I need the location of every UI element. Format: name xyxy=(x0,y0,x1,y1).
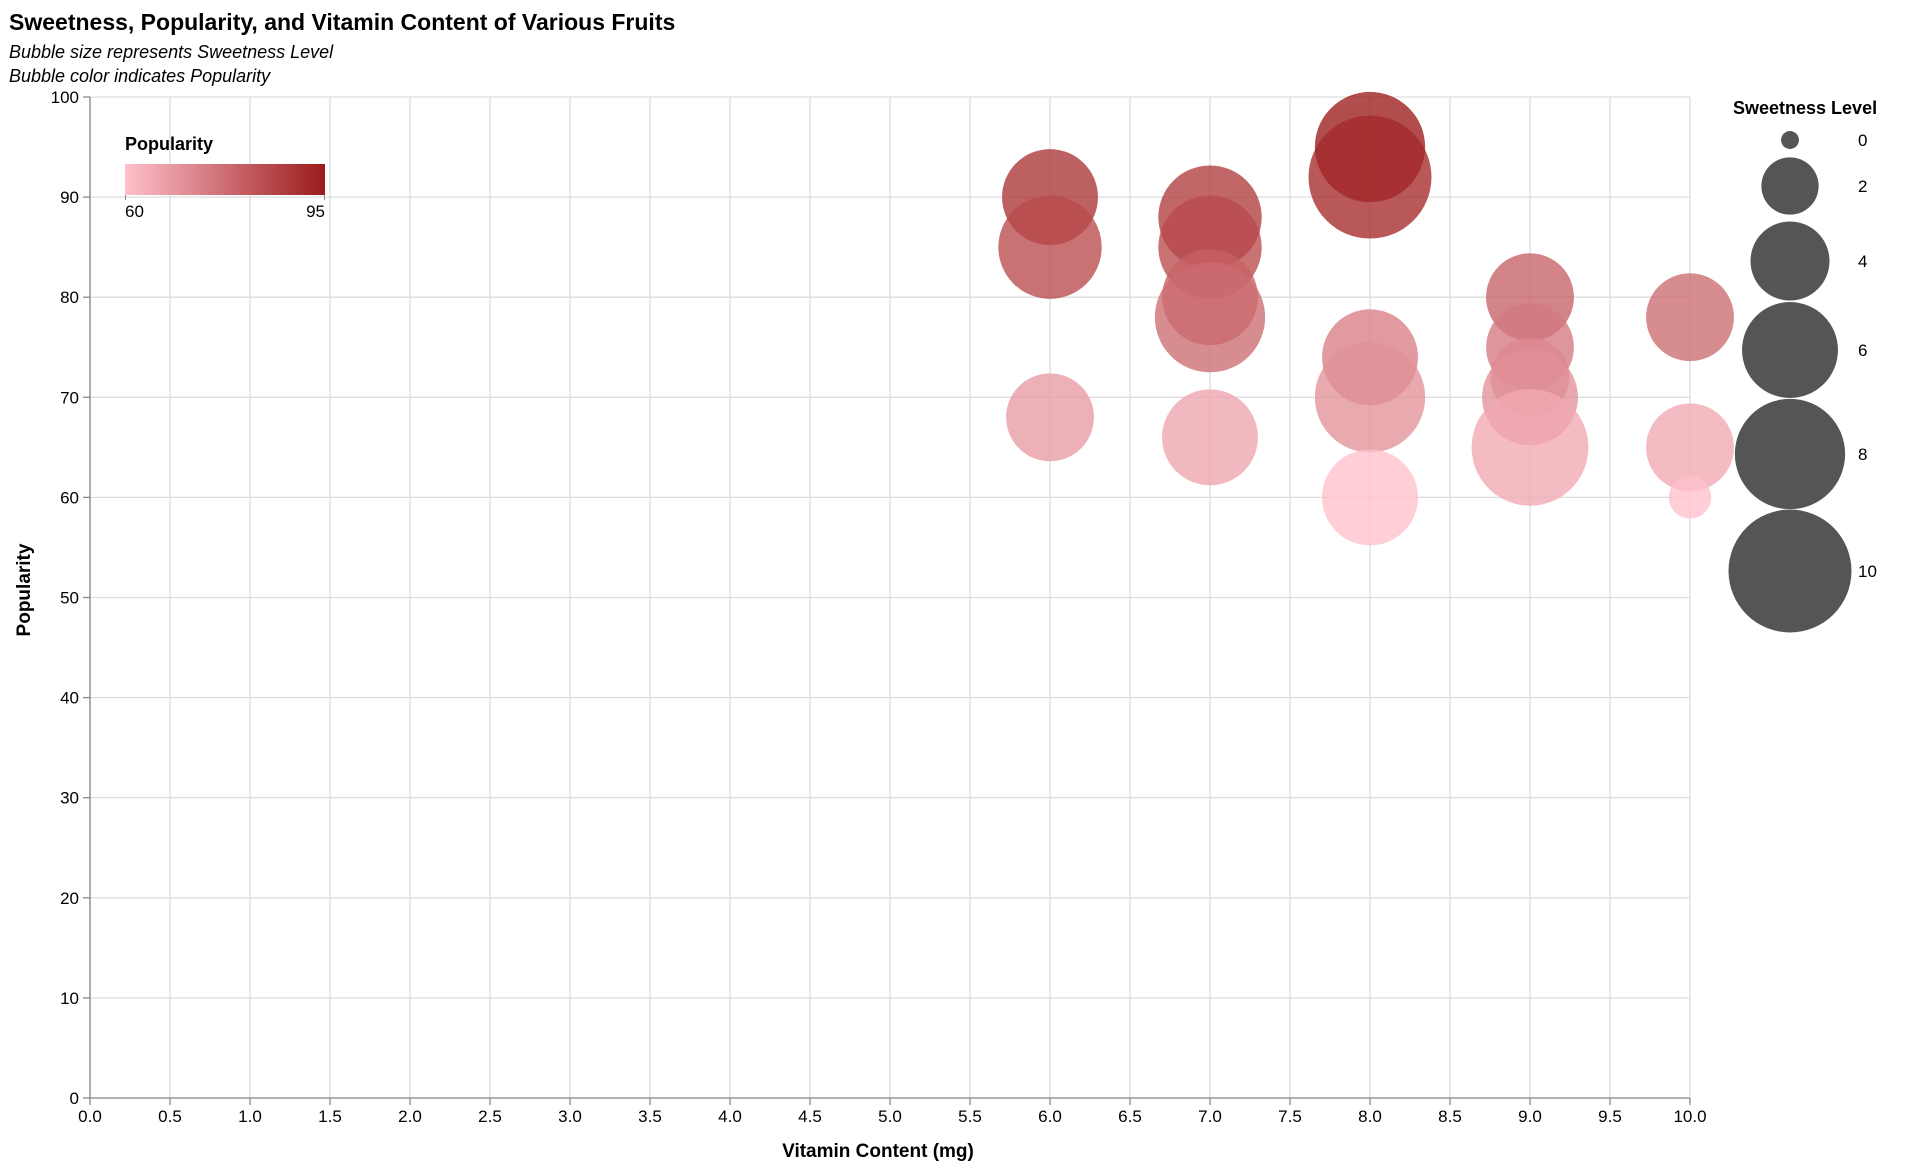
bubble xyxy=(1646,403,1734,492)
x-tick-label: 9.0 xyxy=(1518,1107,1542,1126)
size-legend-symbol xyxy=(1761,157,1819,215)
x-tick-label: 3.0 xyxy=(558,1107,582,1126)
size-legend-symbol xyxy=(1734,398,1846,510)
size-legend-label: 2 xyxy=(1858,177,1867,196)
size-legend-title: Sweetness Level xyxy=(1733,98,1877,118)
x-tick-label: 8.5 xyxy=(1438,1107,1462,1126)
bubble xyxy=(1322,449,1418,546)
size-legend-symbol xyxy=(1781,131,1799,149)
bubble xyxy=(1308,115,1432,239)
y-tick-label: 20 xyxy=(60,889,79,908)
bubble xyxy=(1314,342,1426,453)
axes: 0.0 0.5 1.0 1.5 2.0 2.5 3.0 3.5 4.0 4.5 5.0 5.5 6.0 6… xyxy=(51,88,1707,1126)
chart-subtitle-line-1: Bubble size represents Sweetness Level xyxy=(9,42,334,62)
bubble xyxy=(1162,389,1258,486)
color-legend-max-label: 95 xyxy=(306,202,325,221)
size-legend-symbol xyxy=(1742,302,1838,398)
y-tick-label: 90 xyxy=(60,188,79,207)
bubbles xyxy=(998,91,1734,546)
color-legend-min-label: 60 xyxy=(125,202,144,221)
size-legend-label: 10 xyxy=(1858,562,1877,581)
size-legend-label: 0 xyxy=(1858,131,1867,150)
size-legend-symbol xyxy=(1728,509,1852,633)
y-tick-label: 60 xyxy=(60,488,79,507)
size-legend-label: 6 xyxy=(1858,341,1867,360)
x-tick-label: 9.5 xyxy=(1598,1107,1622,1126)
y-tick-label: 30 xyxy=(60,789,79,808)
bubble xyxy=(1646,273,1734,362)
x-tick-label: 2.0 xyxy=(398,1107,422,1126)
bubble xyxy=(1668,476,1712,519)
x-tick-label: 1.5 xyxy=(318,1107,342,1126)
y-axis-title: Popularity xyxy=(14,543,35,636)
chart-subtitle-line-2: Bubble color indicates Popularity xyxy=(9,66,271,86)
x-tick-label: 6.0 xyxy=(1038,1107,1062,1126)
x-tick-label: 7.5 xyxy=(1278,1107,1302,1126)
y-tick-label: 0 xyxy=(70,1089,79,1108)
chart-title: Sweetness, Popularity, and Vitamin Conte… xyxy=(9,9,675,35)
x-axis-title: Vitamin Content (mg) xyxy=(782,1141,974,1162)
y-tick-label: 100 xyxy=(51,88,79,107)
size-legend-symbol xyxy=(1750,221,1830,301)
legends: Popularity 60 95 Sweetness Level 0 2 4 6 8 10 xyxy=(125,98,1877,633)
bubble xyxy=(1154,262,1266,373)
x-tick-label: 5.0 xyxy=(878,1107,902,1126)
y-tick-label: 40 xyxy=(60,689,79,708)
x-tick-label: 2.5 xyxy=(478,1107,502,1126)
bubble xyxy=(998,195,1102,299)
y-tick-label: 50 xyxy=(60,589,79,608)
bubble xyxy=(1006,373,1094,462)
y-tick-label: 70 xyxy=(60,388,79,407)
x-tick-label: 3.5 xyxy=(638,1107,662,1126)
y-tick-label: 10 xyxy=(60,989,79,1008)
x-tick-label: 0.0 xyxy=(78,1107,102,1126)
x-tick-label: 10.0 xyxy=(1673,1107,1706,1126)
size-legend-label: 8 xyxy=(1858,445,1867,464)
x-tick-label: 7.0 xyxy=(1198,1107,1222,1126)
x-tick-label: 5.5 xyxy=(958,1107,982,1126)
color-legend-title: Popularity xyxy=(125,134,213,154)
x-tick-label: 0.5 xyxy=(158,1107,182,1126)
x-tick-label: 6.5 xyxy=(1118,1107,1142,1126)
size-legend-label: 4 xyxy=(1858,252,1867,271)
x-tick-label: 4.5 xyxy=(798,1107,822,1126)
x-tick-label: 8.0 xyxy=(1358,1107,1382,1126)
x-tick-label: 4.0 xyxy=(718,1107,742,1126)
x-tick-label: 1.0 xyxy=(238,1107,262,1126)
y-tick-label: 80 xyxy=(60,288,79,307)
grid xyxy=(89,96,1691,1099)
bubble xyxy=(1471,388,1589,506)
color-legend-gradient xyxy=(125,164,325,195)
